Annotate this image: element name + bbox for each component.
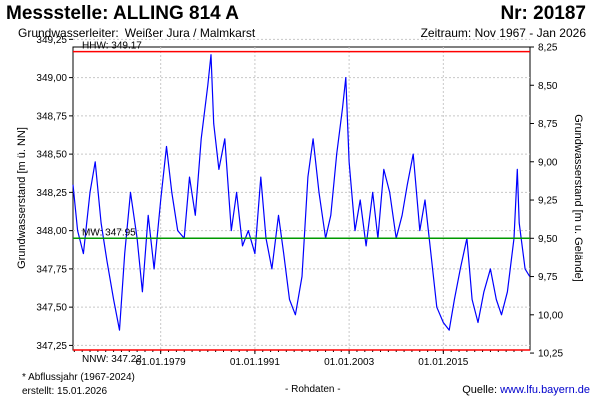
y-left-ticks: 347,25 347,50 347,75 348,00 348,25 348,50 348,… <box>36 35 73 352</box>
rawdata-label: - Rohdaten - <box>285 384 341 395</box>
aquifer-value: Weißer Jura / Malmkarst <box>124 26 256 40</box>
y-right-tick-label: 8,25 <box>538 43 558 54</box>
y-right-tick-label: 10,00 <box>538 310 563 321</box>
y-right-axis-label: Grundwasserstand [m u. Gelände] <box>572 114 584 282</box>
y-left-tick-label: 347,75 <box>36 264 67 275</box>
y-left-tick-label: 348,50 <box>36 150 67 161</box>
series-layer <box>72 54 531 331</box>
y-left-tick-label: 348,25 <box>36 188 67 199</box>
x-tick-label: 01.01.1979 <box>136 357 186 368</box>
y-left-tick-label: 348,75 <box>36 111 67 122</box>
y-left-tick-label: 349,25 <box>36 35 67 46</box>
plot-area <box>72 46 531 351</box>
source-link[interactable]: www.lfu.bayern.de <box>500 384 590 396</box>
y-left-tick-label: 349,00 <box>36 73 67 84</box>
y-right-tick-label: 10,25 <box>538 349 563 360</box>
y-right-tick-label: 8,75 <box>538 119 558 130</box>
hhw-label: HHW: 349.17 <box>82 41 142 52</box>
y-right-tick-label: 9,50 <box>538 234 558 245</box>
y-left-tick-label: 347,50 <box>36 303 67 314</box>
y-left-axis-label: Grundwasserstand [m ü. NN] <box>16 127 28 269</box>
created-date: erstellt: 15.01.2026 <box>22 386 108 397</box>
y-left-tick-label: 348,00 <box>36 226 67 237</box>
x-tick-label: 01.01.2003 <box>324 357 374 368</box>
period-info: Zeitraum: Nov 1967 - Jan 2026 <box>420 26 586 40</box>
y-left-tick-label: 347,25 <box>36 341 67 352</box>
mw-label: MW: 347.95 <box>82 227 136 238</box>
x-tick-label: 01.01.2015 <box>418 357 468 368</box>
y-right-tick-label: 9,00 <box>538 157 558 168</box>
source: Quelle: www.lfu.bayern.de <box>462 384 590 396</box>
aquifer-label: Grundwasserleiter: <box>18 26 119 40</box>
x-tick-label: 01.01.1991 <box>230 357 280 368</box>
source-prefix: Quelle: <box>462 384 501 396</box>
reference-lines: HHW: 349.17 MW: 347.95 NNW: 347.22 <box>73 41 530 365</box>
series-line <box>72 54 531 331</box>
aquifer-info: Grundwasserleiter: Weißer Jura / Malmkars… <box>18 26 255 40</box>
y-right-tick-label: 8,50 <box>538 81 558 92</box>
grid-lines <box>73 38 530 350</box>
page-title: Messstelle: ALLING 814 A <box>6 3 240 24</box>
footer-note: * Abflussjahr (1967-2024) <box>22 372 135 383</box>
y-right-ticks: 8,25 8,50 8,75 9,00 9,25 9,50 9,75 10,00 10,25 <box>530 43 563 360</box>
nnw-label: NNW: 347.22 <box>82 354 142 365</box>
station-number: Nr: 20187 <box>500 3 586 24</box>
y-right-tick-label: 9,25 <box>538 196 558 207</box>
y-right-tick-label: 9,75 <box>538 272 558 283</box>
